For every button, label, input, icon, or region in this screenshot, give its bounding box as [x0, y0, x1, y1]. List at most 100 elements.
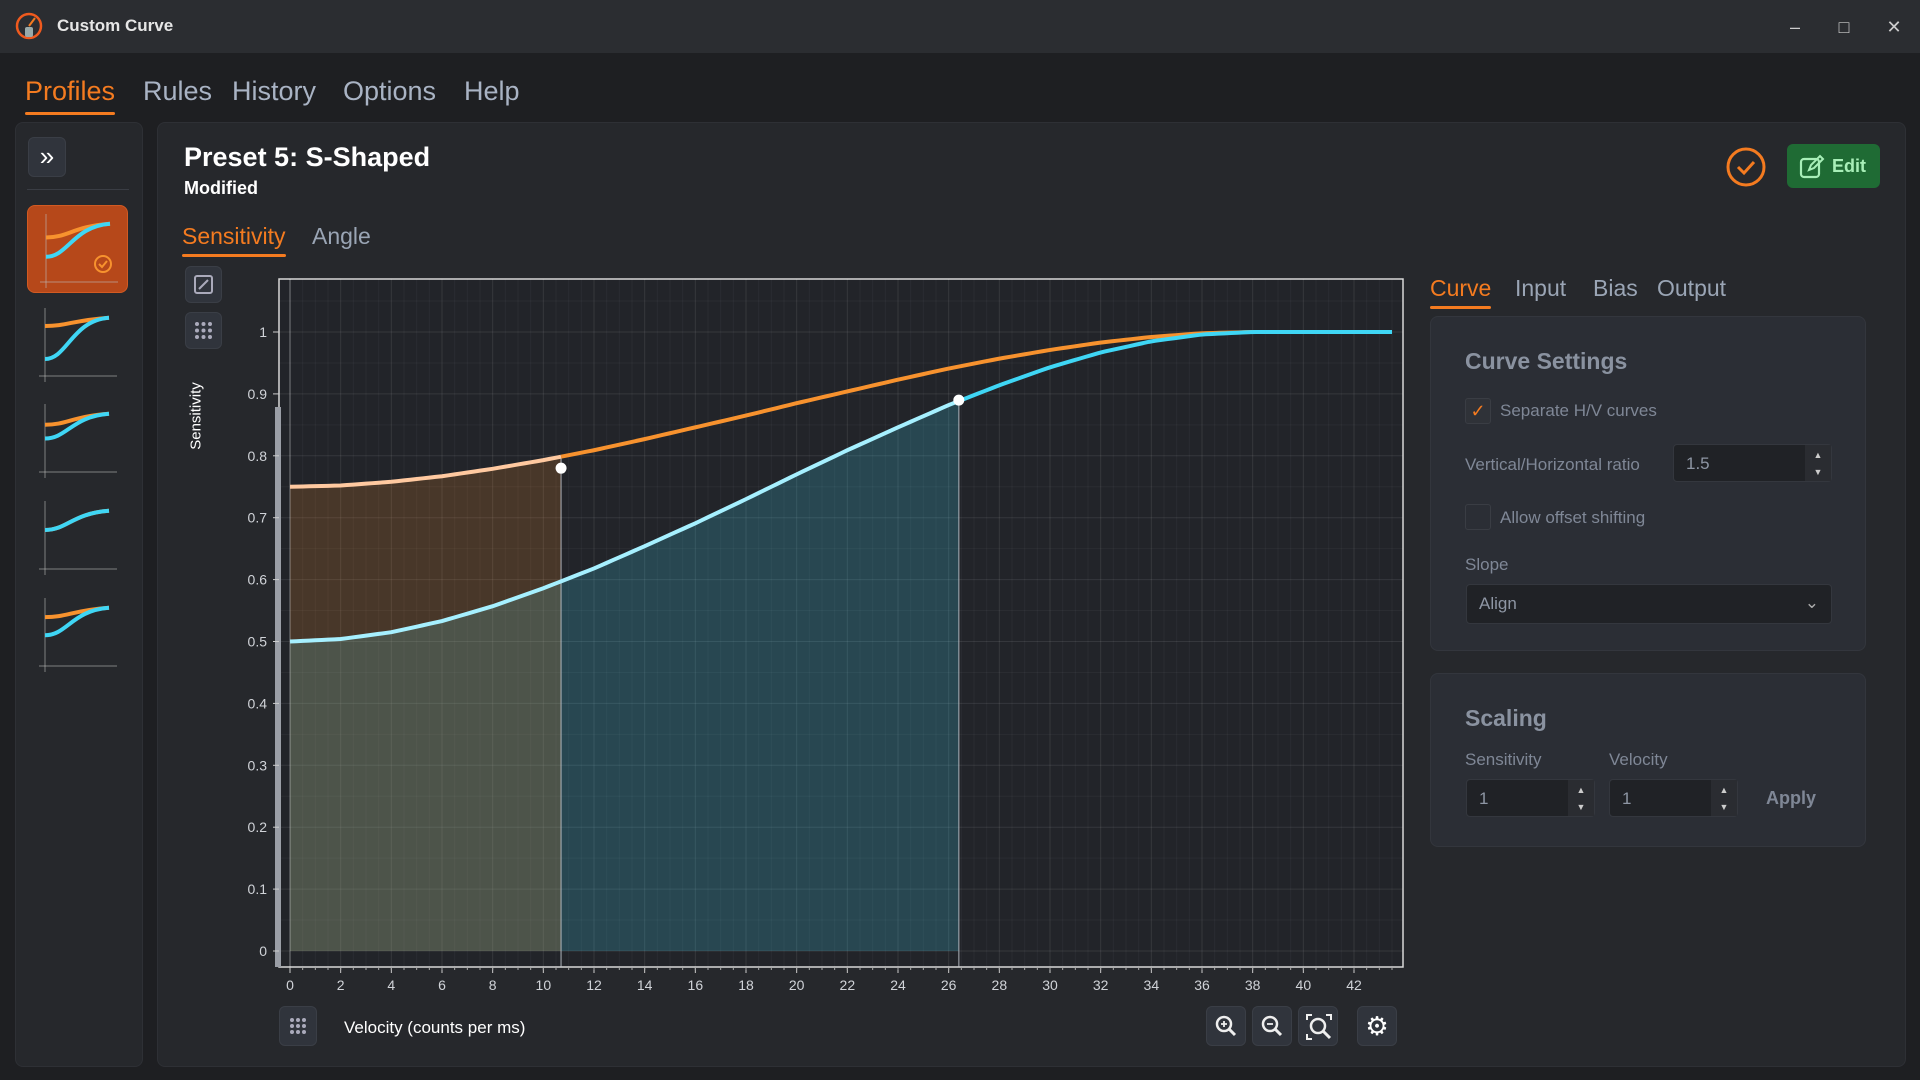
y-tick-label: 0.5: [248, 634, 268, 650]
slope-dropdown[interactable]: Align ⌄: [1466, 584, 1832, 624]
x-tick-label: 20: [789, 977, 805, 993]
ratio-input[interactable]: 1.5 ▲ ▼: [1673, 444, 1832, 482]
x-tick-label: 28: [992, 977, 1008, 993]
tab-output[interactable]: Output: [1657, 275, 1727, 301]
zoom-in-button[interactable]: [1206, 1006, 1246, 1046]
grid-toggle-button[interactable]: [185, 312, 222, 349]
offset-checkbox[interactable]: [1465, 504, 1491, 530]
y-tick-label: 0.1: [248, 881, 268, 897]
grid-dots-icon: [195, 322, 212, 339]
series-line-horizontal-segment-1: [289, 454, 562, 489]
ratio-spinner[interactable]: ▲ ▼: [1805, 445, 1831, 481]
settings-gear-icon[interactable]: ⚙: [1357, 1006, 1397, 1046]
curve-preview-icon: [39, 501, 117, 575]
slope-value: Align: [1479, 594, 1517, 613]
y-scroll-bar: [275, 407, 281, 967]
bottom-grid-button[interactable]: [279, 1006, 317, 1046]
curve-preview-icon: [39, 598, 117, 672]
menu-help[interactable]: Help: [464, 76, 520, 106]
x-tick-label: 0: [286, 977, 294, 993]
x-tick-label: 16: [688, 977, 704, 993]
x-tick-label: 8: [489, 977, 497, 993]
x-tick-label: 40: [1296, 977, 1312, 993]
edit-points-button[interactable]: [185, 266, 222, 303]
series-line-vertical-segment-2: [958, 330, 1392, 403]
close-button[interactable]: ✕: [1886, 17, 1902, 37]
x-tick-label: 22: [840, 977, 856, 993]
preset-thumbnail[interactable]: [27, 205, 128, 293]
maximize-button[interactable]: □: [1838, 17, 1850, 37]
zoom-out-button[interactable]: [1252, 1006, 1292, 1046]
curve-preview-icon: [40, 214, 118, 288]
preset-thumbnail[interactable]: [27, 300, 128, 388]
preset-thumbnail[interactable]: [27, 493, 128, 581]
profile-status: Modified: [184, 178, 258, 198]
zoom-out-icon: [1261, 1015, 1283, 1037]
control-point[interactable]: [555, 462, 567, 474]
tab-sensitivity[interactable]: Sensitivity: [182, 223, 286, 257]
scaling-velocity-input[interactable]: 1 ▲ ▼: [1609, 779, 1738, 817]
tab-curve[interactable]: Curve: [1430, 275, 1492, 309]
x-tick-label: 4: [387, 977, 395, 993]
y-tick-label: 0.7: [248, 510, 268, 526]
y-tick-label: 0.8: [248, 448, 268, 464]
x-tick-label: 18: [738, 977, 754, 993]
y-tick-label: 0.2: [248, 819, 268, 835]
separate-hv-checkbox[interactable]: ✓: [1465, 398, 1491, 424]
edit-icon: [1799, 154, 1825, 179]
scaling-title: Scaling: [1465, 705, 1547, 731]
sensitivity-spinner[interactable]: ▲ ▼: [1568, 780, 1594, 816]
tab-input[interactable]: Input: [1515, 275, 1567, 301]
scaling-sensitivity-value: 1: [1479, 789, 1489, 808]
minimize-button[interactable]: –: [1789, 17, 1800, 37]
scaling-sensitivity-input[interactable]: 1 ▲ ▼: [1466, 779, 1595, 817]
app-logo-icon: [15, 12, 43, 40]
series-line-vertical-segment-1: [289, 399, 960, 644]
velocity-spinner[interactable]: ▲ ▼: [1711, 780, 1737, 816]
x-tick-label: 42: [1346, 977, 1362, 993]
tab-bias[interactable]: Bias: [1593, 275, 1638, 301]
y-tick-label: 0.9: [248, 386, 268, 402]
curve-settings-title: Curve Settings: [1465, 348, 1628, 374]
curve-preview-icon: [39, 308, 117, 382]
window-title: Custom Curve: [57, 16, 174, 35]
grid-dots-icon: [290, 1018, 306, 1034]
preset-thumbnail[interactable]: [27, 396, 128, 484]
x-tick-label: 10: [536, 977, 552, 993]
menu-profiles[interactable]: Profiles: [25, 76, 116, 115]
y-tick-label: 1: [259, 324, 267, 340]
diagonal-edit-icon: [194, 275, 213, 294]
vertical-curve-fill: [290, 401, 959, 951]
x-tick-label: 26: [941, 977, 957, 993]
curve-preview-icon: [39, 404, 117, 478]
edit-label: Edit: [1832, 156, 1866, 176]
x-tick-label: 2: [337, 977, 345, 993]
x-axis-label: Velocity (counts per ms): [344, 1018, 526, 1037]
preset-thumbnail[interactable]: [27, 590, 128, 678]
control-point[interactable]: [953, 394, 965, 406]
scaling-velocity-label: Velocity: [1609, 750, 1668, 769]
ratio-value: 1.5: [1686, 454, 1710, 473]
zoom-fit-icon: [1306, 1014, 1332, 1040]
x-tick-label: 12: [586, 977, 602, 993]
apply-button[interactable]: Apply: [1766, 788, 1817, 808]
x-tick-label: 30: [1042, 977, 1058, 993]
y-tick-label: 0.4: [248, 695, 268, 711]
edit-button[interactable]: Edit: [1787, 144, 1880, 188]
chevron-down-icon: ⌄: [1804, 593, 1819, 612]
menu-history[interactable]: History: [232, 76, 317, 106]
check-circle-icon[interactable]: [1724, 145, 1768, 189]
tab-angle[interactable]: Angle: [312, 223, 371, 249]
menu-rules[interactable]: Rules: [143, 76, 213, 106]
zoom-in-icon: [1215, 1015, 1237, 1037]
ratio-label: Vertical/Horizontal ratio: [1465, 455, 1640, 474]
title-bar: [0, 0, 1920, 53]
menu-options[interactable]: Options: [343, 76, 437, 106]
x-tick-label: 24: [890, 977, 906, 993]
horizontal-curve-fill: [290, 456, 562, 951]
double-chevron-right-icon[interactable]: »: [28, 137, 66, 177]
y-tick-label: 0.6: [248, 572, 268, 588]
zoom-fit-button[interactable]: [1298, 1006, 1338, 1046]
y-tick-label: 0: [259, 943, 267, 959]
